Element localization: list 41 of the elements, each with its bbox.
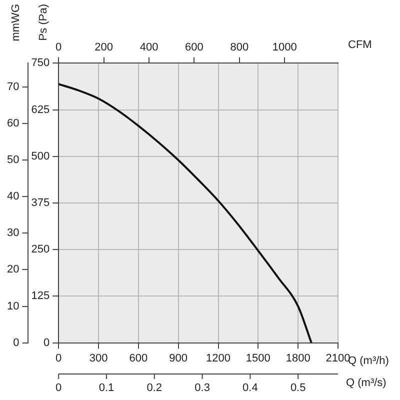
text: Q (m³/s) [346, 377, 386, 390]
line-series [58, 83, 312, 343]
x-tick-label: 2100 [326, 352, 350, 364]
x-tick-label: 1200 [206, 352, 230, 364]
x2-tick-label: 200 [94, 42, 113, 54]
y-tick-label: 625 [31, 104, 50, 116]
x-tick-label: 1500 [246, 352, 270, 364]
x2-tick-label: 0 [56, 42, 62, 54]
x-axis-title: Q (m³/h) [348, 354, 389, 367]
text: 0 [56, 382, 62, 394]
y2-tick-label: 50 [6, 154, 20, 166]
y-tick-label: 500 [31, 150, 50, 162]
y-axis-title: Ps (Pa) [37, 4, 50, 41]
y2-tick-label: 60 [6, 118, 20, 130]
y-tick-label: 0 [43, 336, 50, 349]
text: 0.2 [146, 382, 162, 394]
x-tick-label: 300 [89, 352, 108, 364]
x-tick-label: 900 [169, 352, 188, 364]
y2-tick-label: 20 [6, 264, 20, 276]
text: 0.1 [98, 382, 114, 394]
y-tick-label: 375 [31, 197, 50, 210]
y2-tick-label: 40 [6, 190, 20, 203]
y-tick-label: 125 [31, 290, 50, 302]
text: 0.4 [242, 382, 258, 394]
x-tick-label: 600 [129, 352, 148, 364]
y2-tick-label: 30 [6, 227, 20, 240]
x2-tick-label: 400 [140, 42, 158, 54]
y-tick-label: 750 [31, 57, 50, 70]
y-tick-label: 250 [31, 244, 50, 256]
x-tick-label: 0 [56, 352, 62, 364]
text: 0.3 [194, 382, 210, 394]
y2-tick-label: 0 [13, 336, 20, 349]
y2-axis-title: mmWG [10, 4, 22, 42]
y2-tick-label: 10 [6, 300, 20, 312]
x2-axis-title: CFM [348, 39, 372, 52]
y2-tick-label: 70 [6, 80, 20, 93]
x2-tick-label: 600 [185, 42, 204, 54]
x2-tick-label: 800 [230, 42, 249, 54]
x-tick-label: 1800 [286, 352, 310, 364]
x2-tick-label: 1000 [272, 42, 297, 54]
text: 0.5 [290, 382, 306, 394]
